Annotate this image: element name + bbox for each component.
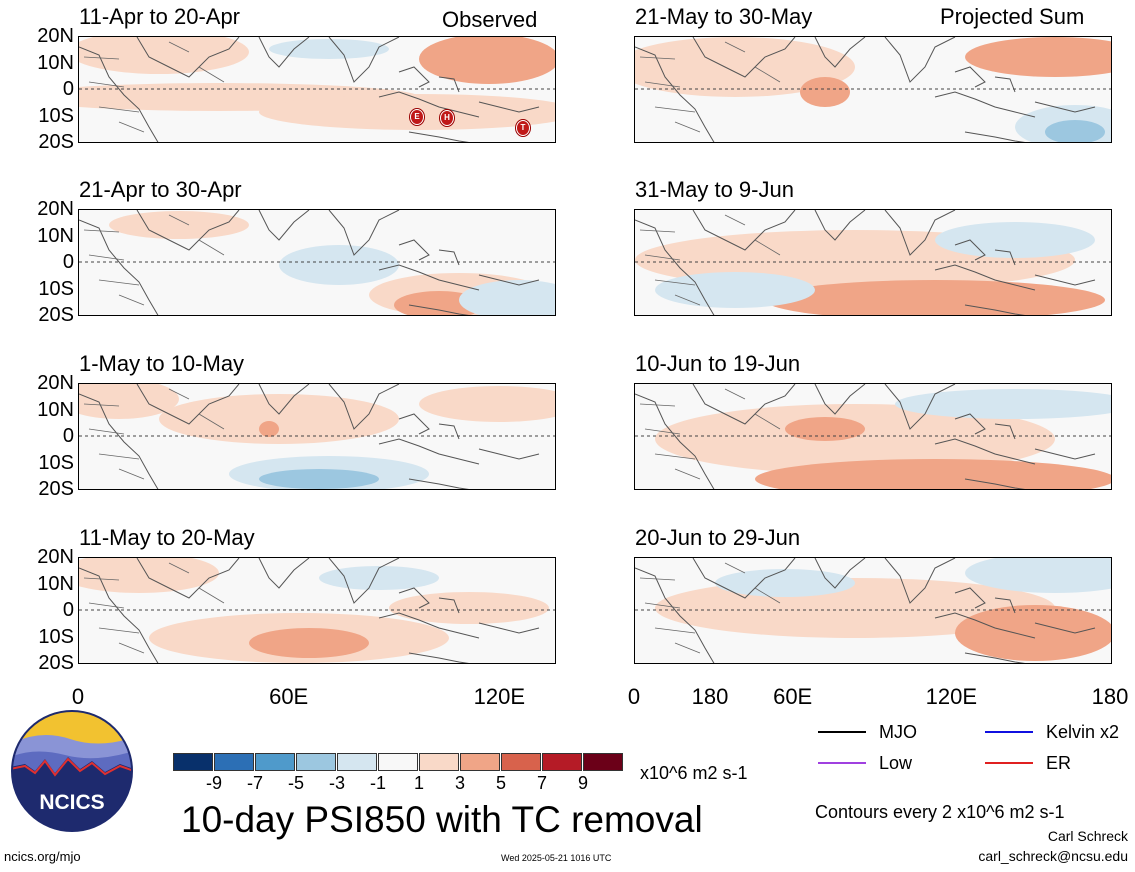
y-tick-label: 20S — [38, 652, 74, 674]
colorbar-swatch — [255, 753, 296, 771]
legend-line — [818, 731, 866, 733]
colorbar-label: -1 — [369, 773, 386, 793]
contour-note: Contours every 2 x10^6 m2 s-1 — [815, 802, 1065, 822]
colorbar-label: 7 — [536, 773, 547, 793]
y-tick-label: 20N — [37, 546, 74, 568]
map-panel — [78, 557, 556, 664]
map-panel — [78, 36, 556, 143]
legend-line — [985, 762, 1033, 764]
map-panel — [634, 557, 1112, 664]
panel-title: 1-May to 10-May — [79, 351, 245, 376]
site-link[interactable]: ncics.org/mjo — [4, 849, 81, 864]
colorbar-swatch — [583, 753, 624, 771]
x-tick-label: 0 — [627, 684, 641, 709]
x-tick-label: 180 — [1091, 684, 1129, 709]
map-panel — [78, 209, 556, 316]
y-tick-label: 20N — [37, 372, 74, 394]
projected-sum-label: Projected Sum — [940, 4, 1085, 29]
x-tick-label: 120E — [925, 684, 978, 709]
y-tick-label: 10N — [37, 572, 74, 595]
map-panel — [78, 383, 556, 490]
legend-label: MJO — [879, 722, 917, 742]
x-tick-label: 60E — [773, 684, 813, 709]
timestamp: Wed 2025-05-21 1016 UTC — [501, 853, 612, 863]
colorbar-swatch — [337, 753, 378, 771]
colorbar-units: x10^6 m2 s-1 — [640, 763, 748, 783]
panel-title: 21-Apr to 30-Apr — [79, 177, 242, 202]
colorbar-label: 9 — [577, 773, 588, 793]
map-panel — [634, 209, 1112, 316]
y-tick-label: 0 — [62, 78, 74, 100]
y-tick-label: 0 — [62, 251, 74, 273]
colorbar-label: -5 — [287, 773, 304, 793]
tc-marker-icon: E — [410, 109, 424, 125]
panel-title: 11-Apr to 20-Apr — [79, 4, 241, 29]
y-tick-label: 0 — [62, 599, 74, 621]
logo-text: NCICS — [39, 791, 105, 814]
observed-label: Observed — [442, 7, 538, 32]
legend-line — [818, 762, 866, 764]
author-email: carl_schreck@ncsu.edu — [978, 848, 1128, 864]
main-title: 10-day PSI850 with TC removal — [181, 799, 703, 840]
y-tick-label: 10N — [37, 398, 74, 421]
panel-title: 10-Jun to 19-Jun — [635, 351, 801, 376]
colorbar-label: -9 — [205, 773, 222, 793]
colorbar-swatch — [501, 753, 542, 771]
y-tick-label: 20S — [38, 131, 74, 153]
x-tick-label: 0 — [71, 684, 85, 709]
x-tick-label: 180 — [691, 684, 729, 709]
colorbar-swatch — [173, 753, 214, 771]
colorbar-swatch — [419, 753, 460, 771]
map-panel — [634, 383, 1112, 490]
tc-marker-icon: T — [516, 120, 530, 136]
colorbar-label: -3 — [328, 773, 345, 793]
y-tick-label: 10N — [37, 224, 74, 247]
y-tick-label: 20N — [37, 25, 74, 47]
colorbar-label: 1 — [413, 773, 424, 793]
colorbar-swatch — [296, 753, 337, 771]
x-tick-label: 60E — [269, 684, 309, 709]
y-tick-label: 10S — [38, 277, 74, 300]
colorbar-label: 5 — [495, 773, 506, 793]
panel-title: 11-May to 20-May — [79, 525, 255, 550]
tc-marker-icon: H — [440, 110, 454, 126]
y-tick-label: 10S — [38, 104, 74, 127]
legend-label: ER — [1046, 753, 1072, 773]
legend-label: Kelvin x2 — [1046, 722, 1120, 742]
x-tick-label: 120E — [473, 684, 526, 709]
y-tick-label: 20S — [38, 304, 74, 326]
colorbar-swatch — [542, 753, 583, 771]
colorbar-swatch — [378, 753, 419, 771]
panel-title: 31-May to 9-Jun — [635, 177, 794, 202]
colorbar-swatch — [214, 753, 255, 771]
colorbar-swatch — [460, 753, 501, 771]
legend-label: Low — [879, 753, 913, 773]
colorbar-label: -7 — [246, 773, 263, 793]
panel-title: 21-May to 30-May — [635, 4, 813, 29]
map-panel — [634, 36, 1112, 143]
y-tick-label: 20N — [37, 198, 74, 220]
y-tick-label: 20S — [38, 478, 74, 500]
colorbar-label: 3 — [454, 773, 465, 793]
y-tick-label: 10S — [38, 451, 74, 474]
author-name: Carl Schreck — [1047, 828, 1128, 844]
y-tick-label: 10S — [38, 625, 74, 648]
legend-line — [985, 731, 1033, 733]
y-tick-label: 0 — [62, 425, 74, 447]
ncics-logo: NCICS — [10, 709, 134, 833]
panel-title: 20-Jun to 29-Jun — [635, 525, 801, 550]
y-tick-label: 10N — [37, 51, 74, 74]
